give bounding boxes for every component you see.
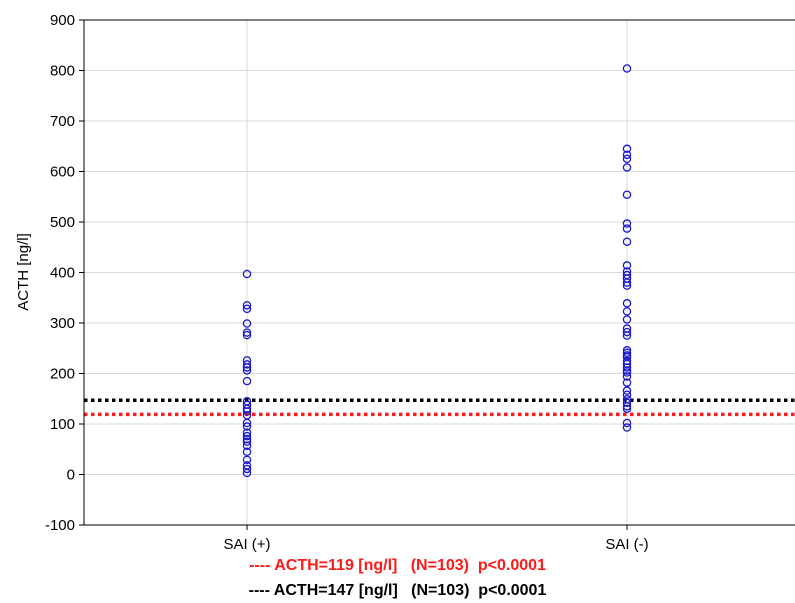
data-point	[622, 261, 632, 270]
data-point	[622, 190, 632, 199]
data-point	[622, 315, 632, 324]
data-point	[622, 150, 632, 160]
legend-entry-black: ---- ACTH=147 [ng/l] (N=103) p<0.0001	[248, 582, 547, 599]
data-point	[242, 319, 252, 328]
legend-entry-red: ---- ACTH=119 [ng/l] (N=103) p<0.0001	[249, 557, 546, 574]
data-point	[622, 278, 632, 287]
data-point	[622, 423, 632, 432]
y-tick-label: 400	[50, 265, 75, 282]
y-tick-labels: -100 0 100 200 300 400 500 600 700 800 900	[45, 12, 75, 534]
data-point	[242, 304, 252, 314]
data-point	[622, 418, 632, 428]
y-axis-label: ACTH [ng/l]	[15, 233, 32, 311]
reference-lines	[84, 398, 795, 417]
data-point	[242, 441, 252, 450]
data-point	[622, 281, 632, 290]
data-point	[622, 378, 632, 387]
data-point	[622, 327, 632, 337]
data-point	[242, 464, 252, 474]
data-point	[242, 366, 252, 375]
y-tick-label: 200	[50, 366, 75, 383]
data-point	[242, 407, 252, 416]
x-tick-label: SAI (-)	[605, 536, 648, 553]
y-tick-label: 800	[50, 63, 75, 80]
data-point	[622, 363, 632, 372]
grid-lines	[84, 20, 795, 525]
y-tick-label: 300	[50, 315, 75, 332]
data-point	[242, 447, 252, 457]
data-point	[622, 64, 632, 73]
data-point	[622, 163, 632, 172]
data-point	[622, 390, 632, 399]
data-point	[622, 224, 632, 233]
data-point	[622, 299, 632, 308]
data-point	[242, 455, 252, 465]
data-point	[622, 404, 632, 414]
data-point	[242, 418, 252, 428]
data-point	[242, 431, 252, 441]
data-point	[622, 372, 632, 381]
y-tick-label: 100	[50, 416, 75, 433]
axes	[79, 19, 795, 530]
data-point	[622, 368, 632, 377]
data-point	[622, 398, 632, 408]
data-point	[242, 360, 252, 369]
y-tick-label: 500	[50, 214, 75, 231]
data-point	[242, 330, 252, 340]
data-point	[242, 301, 252, 310]
data-point	[622, 331, 632, 340]
x-tick-labels: SAI (+) SAI (-)	[223, 536, 648, 553]
y-tick-label: 0	[67, 467, 75, 484]
data-point	[242, 376, 252, 386]
y-tick-label: 900	[50, 12, 75, 29]
x-tick-label: SAI (+)	[223, 536, 270, 553]
data-point	[242, 269, 252, 279]
data-point	[622, 144, 632, 154]
data-point	[242, 468, 252, 478]
data-points	[242, 64, 632, 478]
data-point	[242, 363, 252, 372]
data-point	[622, 386, 632, 395]
y-tick-label: 600	[50, 164, 75, 181]
data-point	[622, 307, 632, 316]
data-point	[242, 328, 252, 337]
data-point	[242, 437, 252, 446]
data-point	[622, 219, 632, 228]
data-point	[622, 402, 632, 411]
data-point	[622, 348, 632, 358]
data-point	[622, 154, 632, 164]
y-tick-label: 700	[50, 113, 75, 130]
data-point	[622, 237, 632, 246]
y-tick-label: -100	[45, 517, 75, 534]
data-point	[242, 422, 252, 431]
